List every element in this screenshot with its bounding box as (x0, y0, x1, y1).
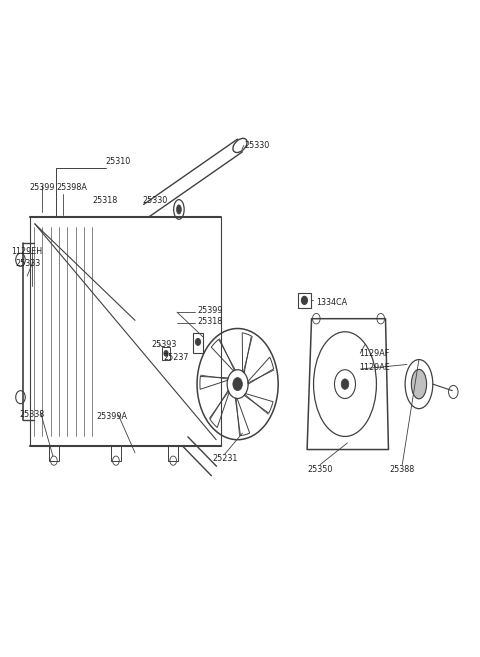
Ellipse shape (177, 205, 181, 214)
Text: 25393: 25393 (152, 340, 177, 349)
Text: 1334CA: 1334CA (316, 298, 348, 307)
Circle shape (164, 351, 168, 356)
Text: 25350: 25350 (308, 464, 333, 474)
Text: 25399: 25399 (197, 306, 223, 315)
Text: 25399A: 25399A (97, 413, 128, 421)
Ellipse shape (411, 369, 427, 399)
Circle shape (301, 296, 307, 304)
Text: 1129EH: 1129EH (11, 247, 42, 256)
Bar (49, 446, 59, 461)
Text: 25330: 25330 (142, 196, 168, 205)
Text: 25318: 25318 (197, 317, 222, 327)
Text: 25399: 25399 (29, 183, 55, 193)
Text: 1129AE: 1129AE (360, 363, 390, 373)
Circle shape (196, 338, 200, 345)
Bar (111, 446, 120, 461)
Text: 25333: 25333 (16, 259, 41, 267)
Circle shape (233, 378, 242, 391)
Text: 25338: 25338 (20, 411, 45, 419)
Text: 25231: 25231 (212, 453, 238, 463)
Text: 25237: 25237 (164, 353, 189, 362)
Bar (193, 333, 203, 353)
Text: 1129AF: 1129AF (360, 349, 390, 358)
Text: 25330: 25330 (245, 141, 270, 150)
Circle shape (341, 379, 349, 390)
Text: 25310: 25310 (106, 157, 131, 166)
Bar (298, 293, 311, 307)
Bar (162, 347, 170, 360)
Text: 25388: 25388 (390, 464, 415, 474)
Bar (168, 446, 178, 461)
Text: 25318: 25318 (92, 196, 117, 205)
Text: 25398A: 25398A (56, 183, 87, 193)
